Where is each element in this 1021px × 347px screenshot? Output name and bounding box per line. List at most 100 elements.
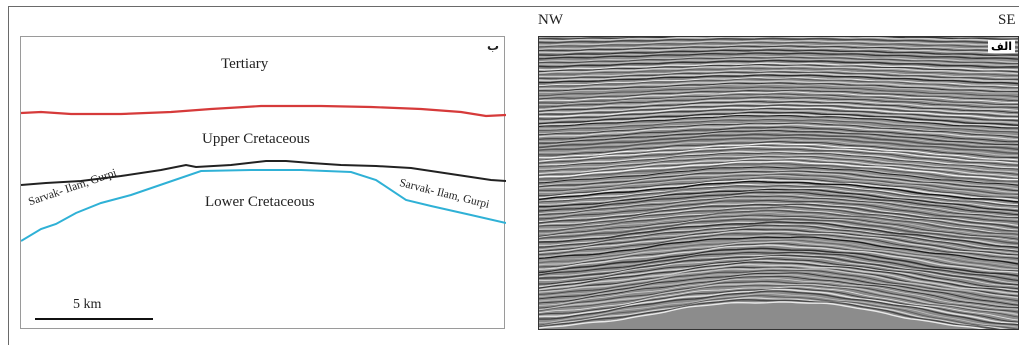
seismic-reflector: [539, 224, 1018, 253]
seismic-reflector: [539, 297, 1009, 329]
seismic-reflector: [539, 157, 1018, 178]
seismic-reflector: [539, 295, 1018, 329]
seismic-reflector: [539, 212, 1018, 237]
seismic-reflector: [539, 282, 1018, 316]
seismic-reflector: [539, 301, 987, 329]
seismic-reflector: [539, 251, 1018, 282]
figure-frame: [8, 6, 1019, 345]
seismic-reflector: [539, 199, 1018, 223]
seismic-reflector: [539, 47, 1018, 54]
seismic-reflector: [539, 131, 1018, 148]
seismic-reflector: [539, 287, 1018, 323]
seismic-reflector: [539, 230, 1018, 257]
seismic-reflector: [539, 221, 1018, 249]
seismic-reflector: [539, 56, 1018, 65]
seismic-reflector: [539, 197, 1018, 220]
panel-b-tag: ب: [486, 39, 499, 53]
seismic-reflector: [539, 159, 1018, 179]
direction-se-label: SE: [998, 12, 1016, 28]
seismic-reflector: [539, 82, 1018, 93]
seismic-reflector: [539, 83, 1018, 94]
seismic-reflector: [539, 269, 1018, 302]
seismic-reflector: [539, 141, 1018, 159]
seismic-reflector: [539, 135, 1018, 153]
seismic-reflector: [539, 122, 1018, 138]
upper-cretaceous-label: Upper Cretaceous: [202, 131, 310, 147]
seismic-reflector: [539, 133, 1018, 151]
scale-bar-label: 5 km: [73, 297, 102, 312]
seismic-reflector: [539, 195, 1018, 218]
panel-a-tag: الف: [987, 40, 1015, 53]
seismic-reflector: [539, 174, 1018, 197]
seismic-reflector: [539, 266, 1018, 297]
seismic-reflections: [539, 37, 1018, 329]
top-horizon-line: [21, 104, 506, 118]
seismic-reflector: [539, 144, 1018, 163]
seismic-reflector: [539, 105, 1018, 120]
seismic-reflector: [539, 86, 1018, 97]
seismic-reflector: [539, 188, 1018, 212]
seismic-reflector: [539, 114, 1018, 129]
seismic-reflector: [539, 94, 1018, 106]
seismic-reflector: [539, 194, 1018, 218]
seismic-reflector: [539, 160, 1018, 181]
seismic-reflector: [539, 284, 1018, 318]
seismic-reflector: [539, 280, 1018, 313]
seismic-reflector: [539, 203, 1018, 229]
seismic-reflector: [539, 71, 1018, 81]
seismic-reflector: [539, 107, 1018, 122]
seismic-reflector: [539, 233, 1018, 259]
seismic-reflector: [539, 91, 1018, 104]
seismic-reflector: [539, 272, 1018, 306]
seismic-reflector: [539, 136, 1018, 155]
seismic-reflector: [539, 254, 1018, 286]
seismic-reflector: [539, 41, 1018, 48]
seismic-reflector: [539, 58, 1018, 66]
seismic-reflector: [539, 67, 1018, 76]
tertiary-label: Tertiary: [221, 56, 269, 72]
seismic-reflector: [539, 255, 1018, 287]
seismic-reflector: [539, 59, 1018, 68]
bottom-horizon-line: [21, 169, 506, 242]
seismic-reflector: [539, 243, 1018, 272]
seismic-reflector: [539, 37, 1018, 42]
seismic-reflector: [539, 52, 1018, 60]
seismic-reflector: [539, 166, 1018, 186]
seismic-reflector: [539, 187, 1018, 210]
seismic-reflector: [539, 288, 1018, 325]
seismic-reflector: [539, 170, 1018, 192]
seismic-reflector: [539, 177, 1018, 199]
seismic-reflector: [539, 189, 1018, 214]
seismic-reflector: [539, 206, 1018, 232]
seismic-reflector: [539, 37, 1018, 44]
seismic-reflector: [539, 236, 1018, 265]
seismic-reflector: [539, 39, 1018, 46]
seismic-reflector: [539, 64, 1018, 73]
middle-horizon-line: [21, 160, 506, 186]
seismic-reflector: [539, 119, 1018, 133]
seismic-reflector: [539, 89, 1018, 102]
lower-cretaceous-label: Lower Cretaceous: [205, 194, 315, 210]
seismic-reflector: [539, 65, 1018, 75]
seismic-reflector: [539, 290, 1018, 326]
seismic-reflector: [539, 240, 1018, 271]
seismic-reflector: [539, 249, 1018, 279]
seismic-reflector: [539, 154, 1018, 173]
seismic-reflector: [539, 102, 1018, 116]
seismic-reflector: [539, 139, 1018, 157]
seismic-reflector: [539, 37, 1018, 41]
seismic-reflector: [539, 226, 1018, 254]
seismic-reflector: [539, 77, 1018, 88]
seismic-reflector: [539, 278, 1018, 310]
seismic-reflector: [539, 142, 1018, 161]
seismic-reflector: [539, 96, 1018, 109]
seismic-reflector: [539, 145, 1018, 164]
seismic-reflector: [539, 258, 1018, 290]
seismic-reflector: [539, 180, 1018, 203]
seismic-reflector: [539, 55, 1018, 63]
seismic-reflector: [539, 100, 1018, 114]
seismic-reflector: [539, 244, 1018, 274]
seismic-reflector: [539, 128, 1018, 144]
seismic-reflector: [539, 88, 1018, 100]
seismic-reflector: [539, 69, 1018, 79]
